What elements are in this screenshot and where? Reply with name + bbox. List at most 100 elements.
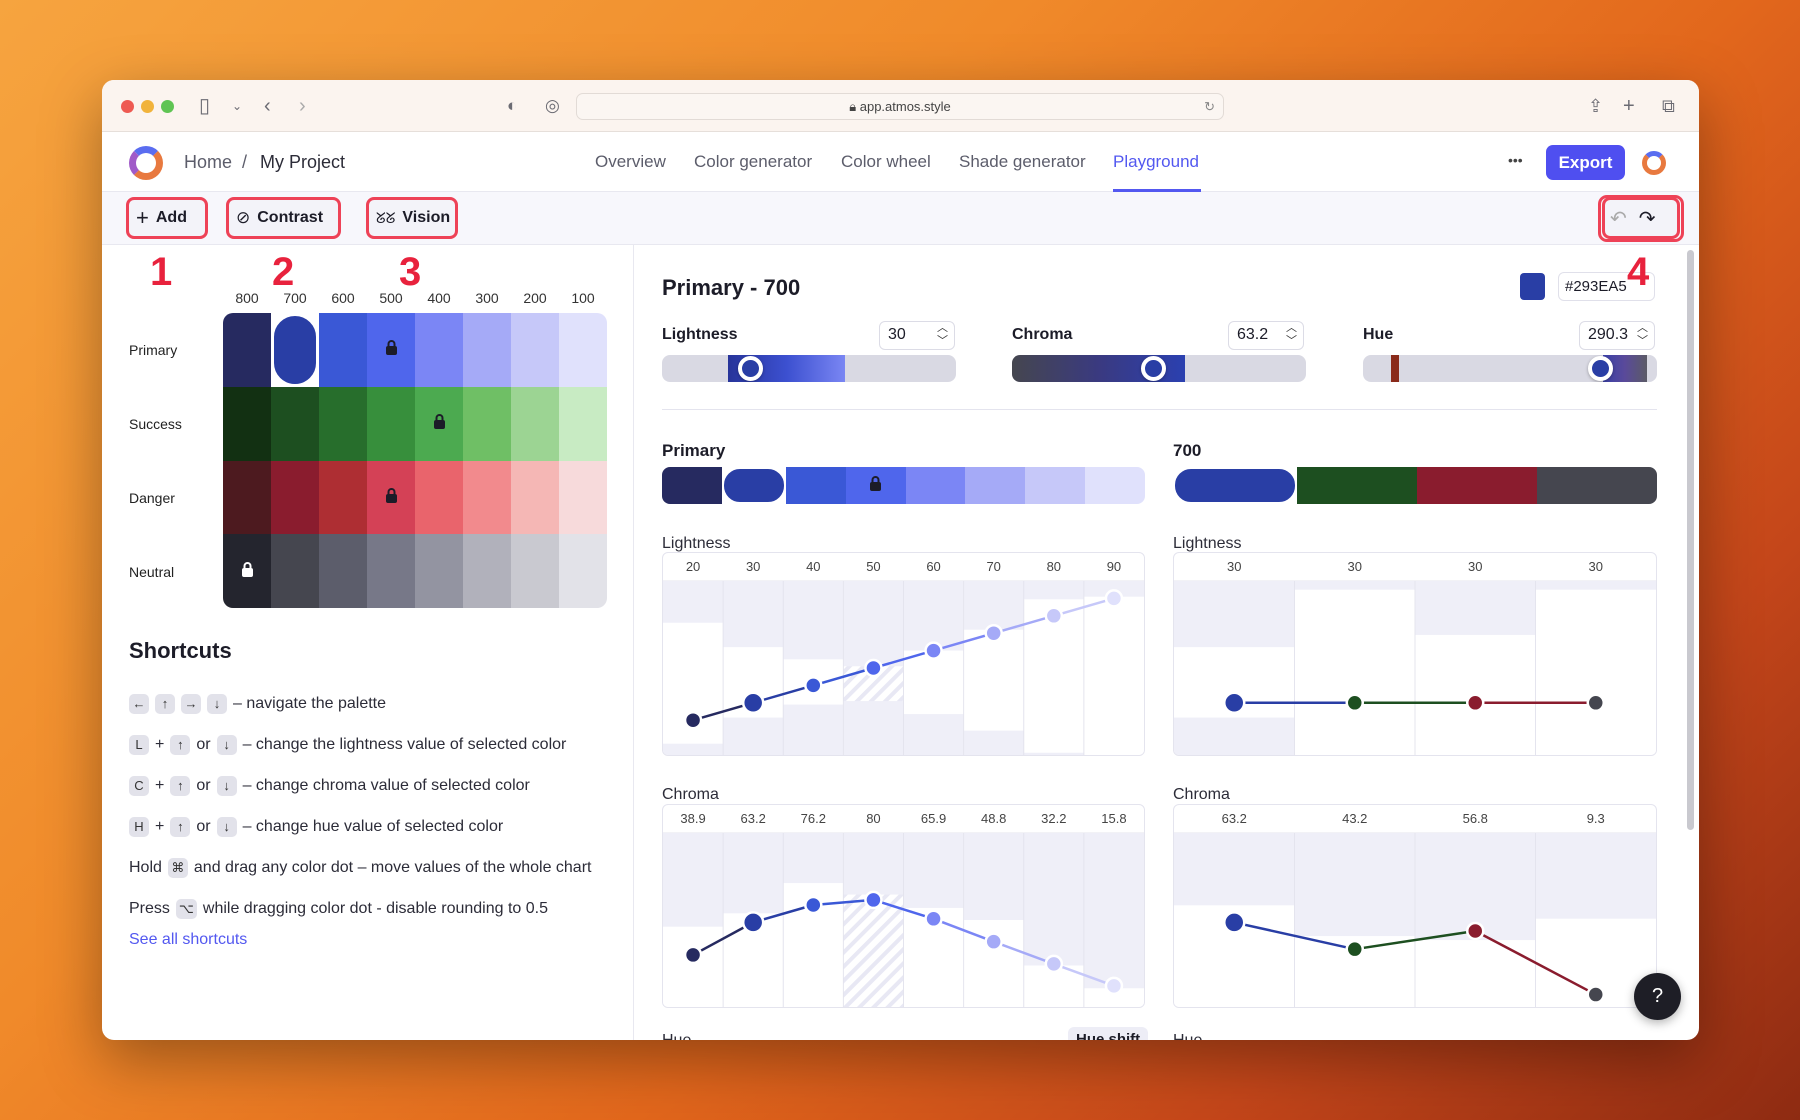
scrollbar[interactable] [1687, 250, 1694, 830]
strip-swatch-danger[interactable] [1417, 467, 1537, 504]
chart-point-300[interactable] [984, 623, 1003, 643]
palette-cell-success-300[interactable] [463, 386, 511, 461]
vision-button[interactable]: ᘜᘜ Vision [366, 197, 458, 239]
sidebar-toggle-icon[interactable]: ▯ [199, 95, 211, 117]
color-swatch[interactable] [1520, 273, 1545, 300]
reload-icon[interactable]: ↻ [1204, 99, 1215, 114]
palette-cell-success-500[interactable] [367, 386, 415, 461]
chart-point-800[interactable] [683, 710, 703, 730]
strip-swatch-neutral[interactable] [1537, 467, 1657, 504]
palette-cell-danger-600[interactable] [319, 460, 367, 535]
palette-cell-neutral-400[interactable] [415, 534, 463, 608]
chart-point-700[interactable] [741, 691, 765, 715]
palette-cell-primary-200[interactable] [511, 313, 559, 387]
hue-input[interactable]: 290.3 ︿ ﹀ [1579, 321, 1655, 350]
close-window-button[interactable] [121, 100, 134, 113]
undo-icon[interactable]: ↶ [1610, 207, 1627, 230]
contrast-button[interactable]: ⊘ Contrast [226, 197, 341, 239]
share-icon[interactable]: ⇪ [1588, 96, 1604, 116]
palette-cell-neutral-300[interactable] [463, 534, 511, 608]
chart-point-400[interactable] [924, 909, 943, 929]
palette-cell-danger-200[interactable] [511, 460, 559, 535]
new-tab-icon[interactable]: + [1623, 95, 1635, 117]
chart-point-700[interactable] [741, 911, 765, 934]
chart-point-500[interactable] [864, 890, 883, 910]
tabs-overview-icon[interactable]: ⧉ [1662, 96, 1675, 116]
palette-cell-primary-100[interactable] [559, 313, 607, 387]
nav-shade-generator[interactable]: Shade generator [959, 152, 1086, 171]
palette-cell-primary-600[interactable] [319, 313, 367, 387]
chart-point-200[interactable] [1044, 606, 1064, 626]
chart-point-300[interactable] [984, 932, 1003, 951]
palette-cell-danger-500[interactable] [367, 460, 415, 535]
chart-point-success[interactable] [1345, 939, 1364, 959]
add-button[interactable]: + Add [126, 197, 208, 239]
strip-swatch-300[interactable] [965, 467, 1026, 504]
help-button[interactable]: ? [1634, 973, 1681, 1020]
strip-swatch-600[interactable] [785, 467, 846, 504]
breadcrumb-home[interactable]: Home [184, 152, 233, 172]
chart-point-success[interactable] [1345, 693, 1364, 713]
chart-point-neutral[interactable] [1586, 693, 1605, 713]
chart-point-danger[interactable] [1466, 693, 1485, 713]
nav-overview[interactable]: Overview [595, 152, 666, 171]
palette-cell-neutral-600[interactable] [319, 534, 367, 608]
see-all-shortcuts-link[interactable]: See all shortcuts [129, 931, 248, 948]
palette-cell-success-200[interactable] [511, 386, 559, 461]
strip-swatch-success[interactable] [1297, 467, 1417, 504]
stepper-icon[interactable]: ︿ ﹀ [1286, 322, 1297, 347]
nav-color-generator[interactable]: Color generator [694, 152, 813, 171]
chroma-slider[interactable] [1012, 355, 1306, 382]
zoom-window-button[interactable] [161, 100, 174, 113]
palette-cell-danger-400[interactable] [415, 460, 463, 535]
hue-slider[interactable] [1363, 355, 1657, 382]
lightness-slider[interactable] [662, 355, 956, 382]
back-icon[interactable]: ‹ [264, 95, 271, 117]
chart-point-500[interactable] [864, 658, 883, 678]
palette-cell-success-400[interactable] [415, 386, 463, 461]
palette-cell-success-600[interactable] [319, 386, 367, 461]
chart-point-neutral[interactable] [1586, 985, 1605, 1004]
chart-point-400[interactable] [924, 641, 943, 660]
nav-playground[interactable]: Playground [1113, 152, 1200, 171]
strip-swatch-500[interactable] [845, 467, 906, 504]
chevron-down-icon[interactable]: ⌄ [232, 99, 243, 113]
palette-cell-primary-800[interactable] [223, 313, 271, 387]
chart-point-100[interactable] [1104, 589, 1124, 608]
hue-shift-button[interactable]: Hue shift [1068, 1027, 1149, 1040]
stepper-icon[interactable]: ︿ ﹀ [937, 322, 948, 347]
palette-cell-success-700[interactable] [271, 386, 319, 461]
strip-swatch-400[interactable] [905, 467, 966, 504]
palette-cell-neutral-500[interactable] [367, 534, 415, 608]
chart-point-100[interactable] [1104, 976, 1124, 996]
chart-point-600[interactable] [804, 676, 823, 695]
palette-cell-primary-300[interactable] [463, 313, 511, 387]
app-logo[interactable] [129, 146, 163, 180]
user-avatar[interactable] [1642, 151, 1666, 175]
shield-icon[interactable]: ◐ [507, 96, 518, 115]
chart-point-primary[interactable] [1223, 691, 1246, 715]
hex-input[interactable]: #293EA5 [1558, 272, 1655, 301]
palette-cell-neutral-700[interactable] [271, 534, 319, 608]
chart-point-primary[interactable] [1223, 911, 1246, 934]
chart-point-danger[interactable] [1466, 921, 1485, 941]
lightness-slider-thumb[interactable] [738, 356, 764, 381]
password-icon[interactable]: ◎ [545, 96, 560, 115]
chart-point-200[interactable] [1044, 954, 1064, 974]
chart-point-800[interactable] [683, 945, 703, 965]
palette-cell-danger-100[interactable] [559, 460, 607, 535]
strip-swatch-700[interactable] [721, 467, 786, 504]
palette-cell-danger-800[interactable] [223, 460, 271, 535]
palette-cell-danger-300[interactable] [463, 460, 511, 535]
chart-point-600[interactable] [804, 895, 823, 915]
minimize-window-button[interactable] [141, 100, 154, 113]
chroma-input[interactable]: 63.2 ︿ ﹀ [1228, 321, 1304, 350]
lightness-input[interactable]: 30 ︿ ﹀ [879, 321, 955, 350]
redo-icon[interactable]: ↷ [1638, 207, 1656, 230]
palette-cell-success-800[interactable] [223, 386, 271, 461]
stepper-icon[interactable]: ︿ ﹀ [1637, 322, 1648, 347]
palette-cell-neutral-800[interactable] [223, 534, 271, 608]
palette-cell-danger-700[interactable] [271, 460, 319, 535]
palette-cell-neutral-100[interactable] [559, 534, 607, 608]
strip-swatch-100[interactable] [1085, 467, 1145, 504]
